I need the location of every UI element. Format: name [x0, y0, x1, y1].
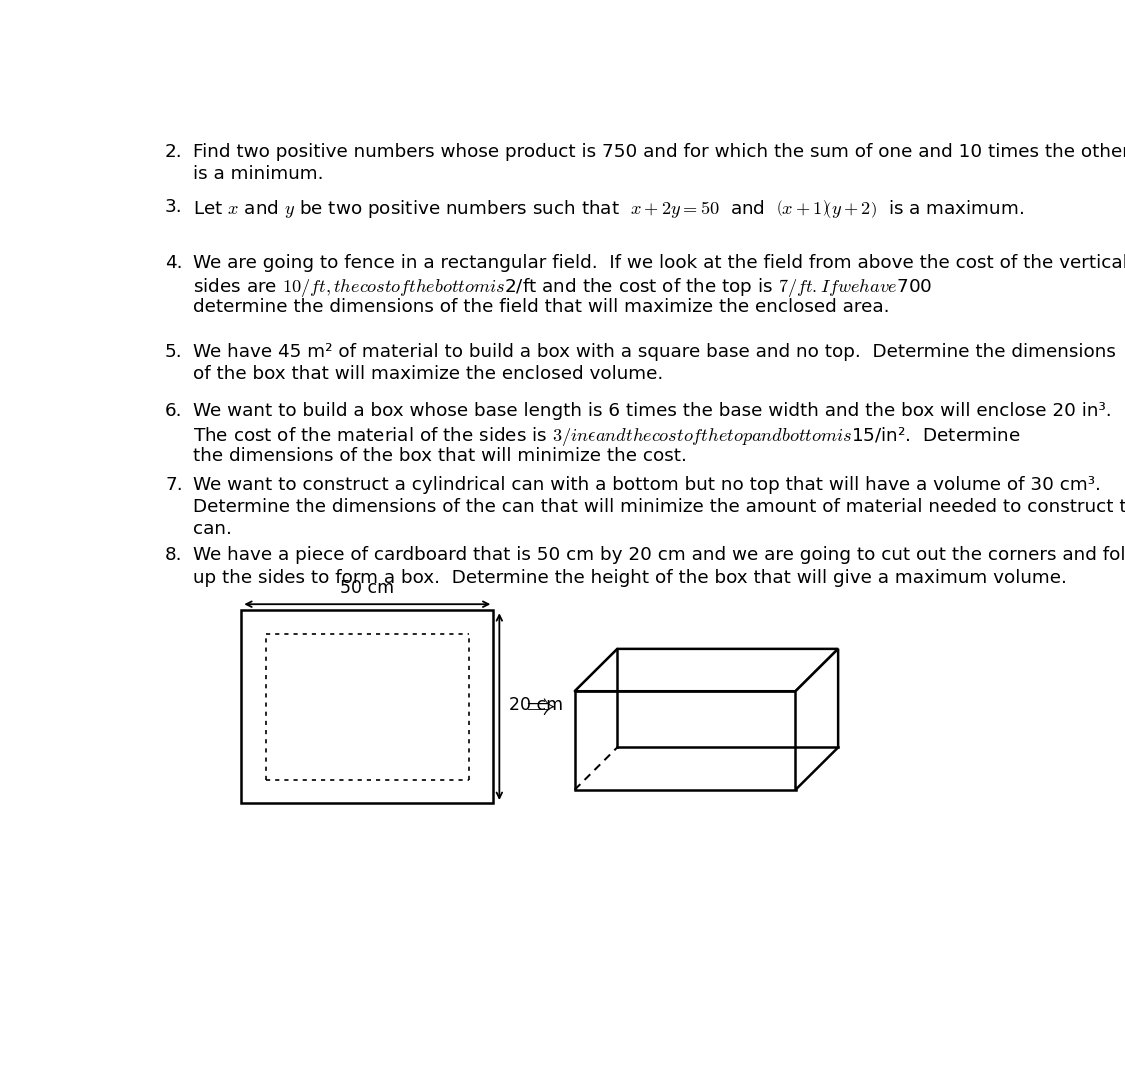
Text: is a minimum.: is a minimum. [193, 166, 324, 183]
Text: We want to build a box whose base length is 6 times the base width and the box w: We want to build a box whose base length… [193, 402, 1112, 421]
Text: The cost of the material of the sides is $3/in² and the cost of the top and bott: The cost of the material of the sides is… [193, 425, 1020, 448]
Text: 3.: 3. [165, 198, 182, 216]
Text: We want to construct a cylindrical can with a bottom but no top that will have a: We want to construct a cylindrical can w… [193, 476, 1100, 494]
Text: 7.: 7. [165, 476, 182, 494]
Text: We are going to fence in a rectangular field.  If we look at the field from abov: We are going to fence in a rectangular f… [193, 254, 1125, 272]
Text: We have a piece of cardboard that is 50 cm by 20 cm and we are going to cut out : We have a piece of cardboard that is 50 … [193, 547, 1125, 565]
Text: Let $x$ and $y$ be two positive numbers such that  $x + 2y = 50$  and  $\left(x+: Let $x$ and $y$ be two positive numbers … [193, 198, 1024, 221]
Text: $\Rightarrow$: $\Rightarrow$ [521, 691, 557, 720]
Text: determine the dimensions of the field that will maximize the enclosed area.: determine the dimensions of the field th… [193, 298, 890, 316]
Polygon shape [575, 691, 795, 790]
Text: 8.: 8. [165, 547, 182, 565]
Text: can.: can. [193, 520, 232, 538]
Text: Find two positive numbers whose product is 750 and for which the sum of one and : Find two positive numbers whose product … [193, 143, 1125, 161]
Polygon shape [795, 649, 838, 790]
Text: 6.: 6. [165, 402, 182, 421]
Text: sides are $10/ft, the cost of the bottom is $2/ft and the cost of the top is $7/: sides are $10/ft, the cost of the bottom… [193, 277, 933, 299]
Text: of the box that will maximize the enclosed volume.: of the box that will maximize the enclos… [193, 366, 664, 383]
Text: 2.: 2. [165, 143, 182, 161]
Text: 5.: 5. [165, 343, 182, 362]
Text: We have 45 m² of material to build a box with a square base and no top.  Determi: We have 45 m² of material to build a box… [193, 343, 1116, 362]
Text: the dimensions of the box that will minimize the cost.: the dimensions of the box that will mini… [193, 447, 686, 465]
Polygon shape [575, 649, 838, 691]
Text: 20 cm: 20 cm [508, 696, 564, 714]
Text: 4.: 4. [165, 254, 182, 272]
Text: Determine the dimensions of the can that will minimize the amount of material ne: Determine the dimensions of the can that… [193, 498, 1125, 515]
Text: up the sides to form a box.  Determine the height of the box that will give a ma: up the sides to form a box. Determine th… [193, 569, 1066, 586]
Text: 50 cm: 50 cm [340, 579, 395, 596]
Bar [242, 610, 493, 803]
